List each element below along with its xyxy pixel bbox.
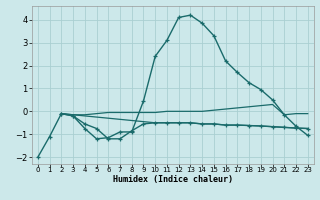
X-axis label: Humidex (Indice chaleur): Humidex (Indice chaleur) xyxy=(113,175,233,184)
